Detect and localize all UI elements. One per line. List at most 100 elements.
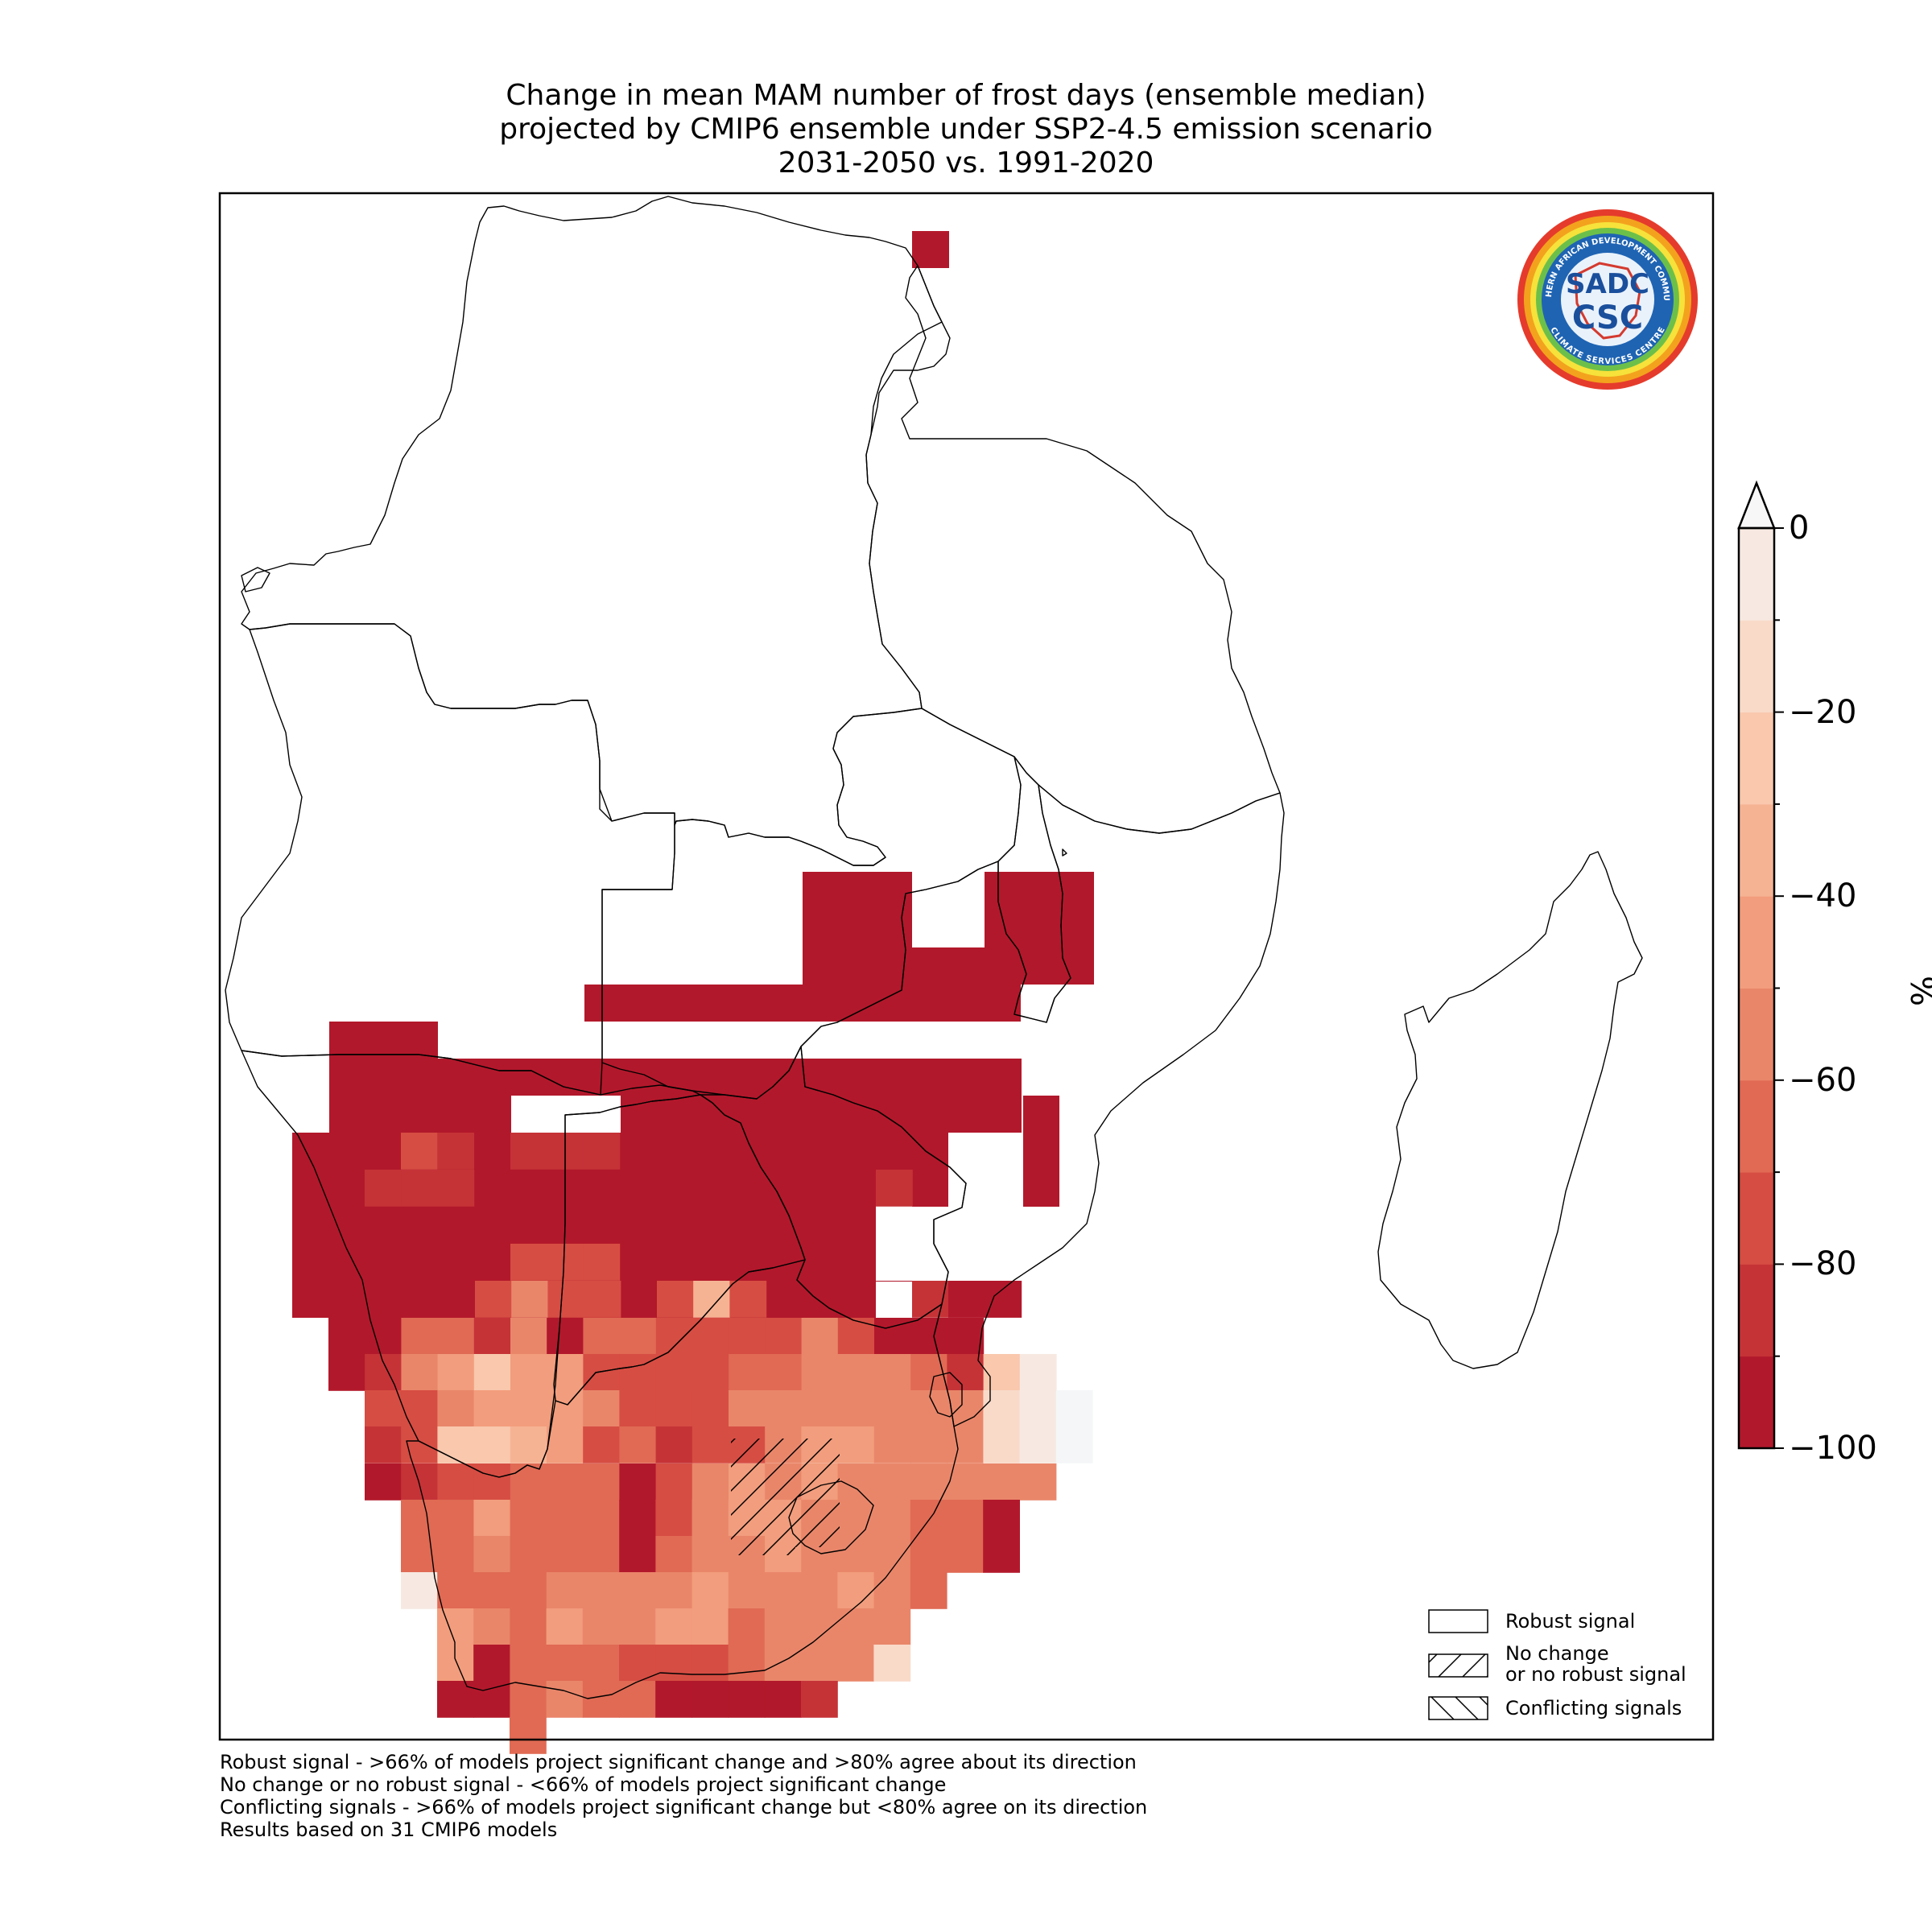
grid-cell	[837, 1645, 874, 1682]
grid-cell	[619, 1572, 656, 1609]
grid-cell	[873, 1608, 911, 1645]
grid-cell	[329, 1096, 511, 1133]
drc-border	[241, 196, 943, 866]
grid-cell	[473, 1536, 511, 1573]
grid-cell	[947, 1318, 985, 1355]
grid-cell	[873, 1572, 911, 1609]
grid-cell	[873, 1645, 911, 1682]
grid-cell	[801, 1645, 838, 1682]
grid-cell	[583, 1133, 621, 1170]
grid-cell	[691, 1500, 729, 1537]
grid-cell	[985, 1281, 1022, 1318]
sadc-csc-logo: SADC CSC SOUTHERN AFRICAN DEVELOPMENT CO…	[1517, 209, 1698, 390]
legend-conflicting-label: Conflicting signals	[1505, 1697, 1682, 1719]
grid-cell	[691, 1681, 729, 1718]
grid-cell	[437, 1426, 475, 1463]
grid-cell	[473, 1681, 510, 1718]
grid-cell	[837, 1536, 875, 1573]
grid-cell	[401, 1170, 438, 1207]
grid-cell	[837, 1318, 875, 1355]
grid-cell	[655, 1318, 693, 1355]
grid-cell	[583, 1354, 621, 1391]
grid-cell	[437, 1500, 474, 1537]
map-title-line1: Change in mean MAM number of frost days …	[506, 79, 1426, 112]
grid-cell	[619, 1426, 657, 1463]
grid-cell	[1019, 1463, 1057, 1501]
grid-cell	[401, 1500, 438, 1537]
grid-cell	[437, 1463, 475, 1501]
grid-cell	[912, 947, 1022, 985]
footnote-robust: Robust signal - >66% of models project s…	[220, 1751, 1137, 1773]
grid-cell	[765, 1318, 803, 1355]
grid-cell	[510, 1645, 547, 1682]
grid-cell	[511, 1281, 548, 1318]
grid-cell	[1055, 1426, 1093, 1463]
grid-cell	[583, 1426, 620, 1463]
grid-cell	[655, 1390, 693, 1427]
grid-cell	[437, 1645, 474, 1682]
grid-cell	[584, 1281, 621, 1318]
grid-cell	[1019, 1354, 1057, 1391]
grid-cell	[692, 1354, 729, 1391]
namibia-border	[241, 1050, 701, 1478]
colorbar-swatch	[1739, 896, 1774, 989]
grid-cell	[1055, 1390, 1093, 1427]
grid-cell	[621, 1096, 1022, 1133]
grid-cell	[803, 872, 912, 985]
colorbar-swatch	[1739, 1080, 1774, 1173]
grid-cell	[983, 1390, 1021, 1427]
grid-cell	[365, 1354, 402, 1391]
grid-cell	[547, 1318, 584, 1355]
grid-cell	[912, 1170, 948, 1207]
grid-cell	[365, 1463, 402, 1501]
grid-cell	[910, 1572, 947, 1609]
grid-cell	[473, 1572, 511, 1609]
colorbar	[1737, 480, 1784, 1450]
grid-cell	[437, 1390, 475, 1427]
grid-cell	[910, 1390, 947, 1427]
grid-cell	[329, 1059, 1022, 1096]
grid-cell	[510, 1318, 547, 1355]
grid-cell	[547, 1244, 584, 1281]
grid-cell	[401, 1426, 438, 1463]
grid-cell	[473, 1608, 510, 1645]
grid-cell	[583, 1244, 621, 1281]
grid-cell	[292, 1133, 948, 1170]
grid-cell	[328, 1318, 365, 1355]
colorbar-swatch	[1739, 712, 1774, 805]
grid-cell	[619, 1354, 657, 1391]
grid-cell	[801, 1390, 839, 1427]
grid-cell	[801, 1572, 838, 1609]
logo-mark-bottom: CSC	[1572, 299, 1643, 336]
colorbar-swatch	[1739, 1356, 1774, 1449]
signal-legend	[1428, 1609, 1488, 1720]
grid-cell	[655, 1536, 693, 1573]
grid-cell	[873, 1390, 911, 1427]
colorbar-tick-label: −60	[1789, 1061, 1857, 1099]
grid-cell	[764, 1681, 802, 1718]
colorbar-tick-label: −20	[1789, 693, 1857, 731]
grid-cell	[510, 1463, 547, 1501]
grid-cell	[582, 1645, 620, 1682]
grid-cell	[401, 1390, 438, 1427]
grid-cell	[546, 1536, 584, 1573]
no-robust-signal-hatch	[731, 1439, 840, 1555]
grid-cell	[510, 1133, 547, 1170]
legend-robust-label: Robust signal	[1505, 1610, 1636, 1633]
grid-cell	[728, 1608, 766, 1645]
legend-nochange-label-2: or no robust signal	[1505, 1663, 1686, 1686]
grid-cell	[546, 1572, 584, 1609]
colorbar-swatch	[1739, 1264, 1774, 1357]
grid-cell	[510, 1500, 547, 1537]
grid-cell	[910, 1536, 947, 1573]
grid-cell	[912, 231, 949, 268]
grid-cell	[692, 1318, 729, 1355]
grid-cell	[510, 1608, 547, 1645]
colorbar-swatches	[1739, 528, 1774, 1449]
colorbar-tick-label: −80	[1789, 1245, 1857, 1283]
grid-cell	[619, 1390, 657, 1427]
map-frame	[218, 192, 1715, 1741]
grid-cell	[764, 1645, 802, 1682]
colorbar-swatch	[1739, 620, 1774, 713]
grid-cell	[983, 1536, 1020, 1573]
